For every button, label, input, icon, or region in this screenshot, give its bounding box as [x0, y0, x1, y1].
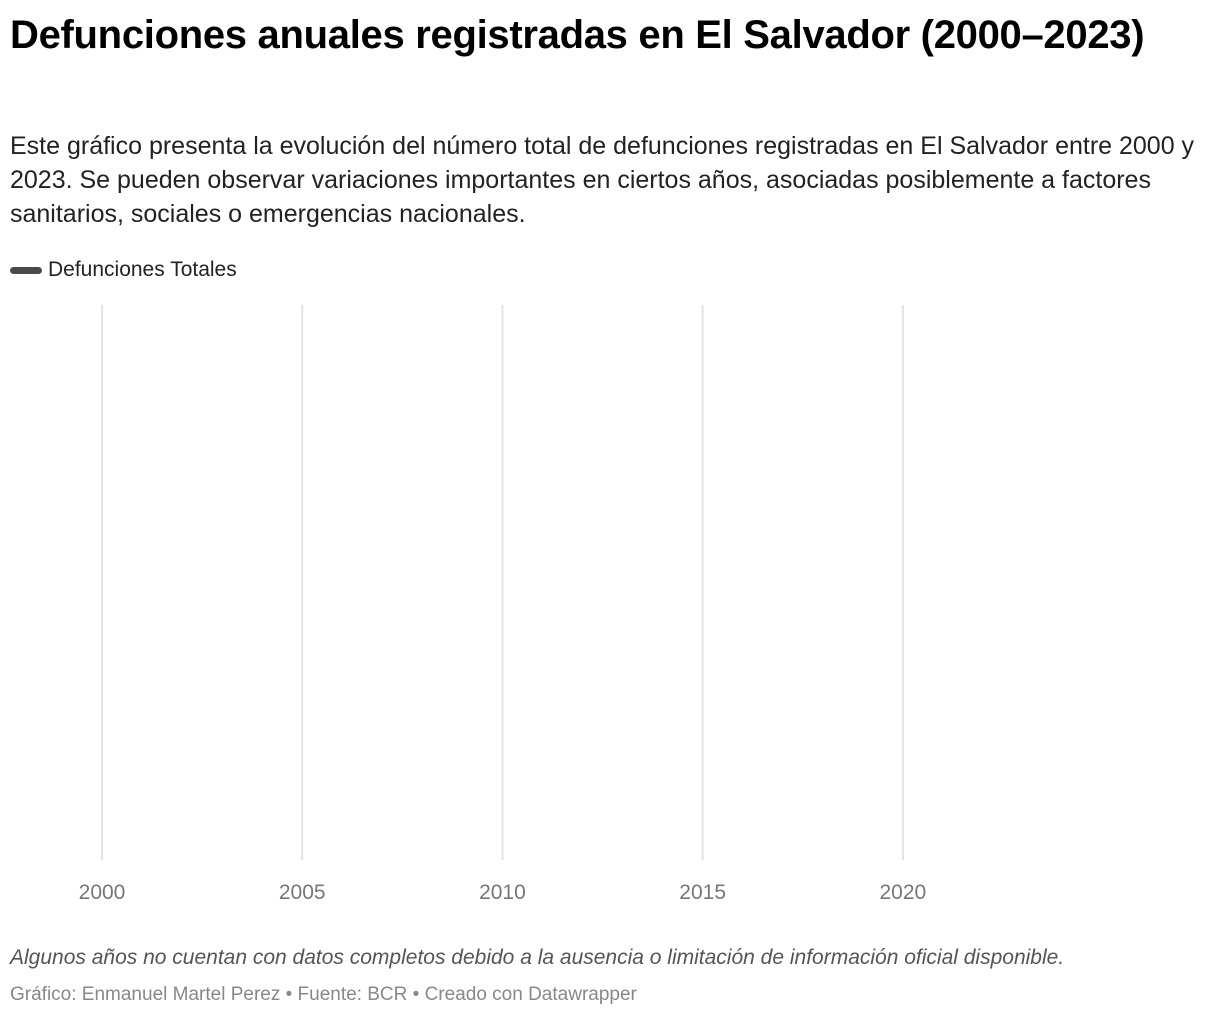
line-chart: 25 00030 00035 00040 00045 00050 00055 0… — [79, 305, 927, 904]
x-gridlines — [101, 305, 904, 860]
x-tick-label: 2010 — [479, 881, 526, 904]
x-axis-labels: 2000 2005 2010 2015 2020 — [79, 881, 927, 904]
x-tick-label: 2015 — [679, 881, 726, 904]
x-tick-label: 2000 — [79, 881, 126, 904]
legend: Defunciones Totales — [10, 256, 237, 284]
x-tick-label: 2005 — [279, 881, 326, 904]
footnote: Algunos años no cuentan con datos comple… — [10, 946, 1065, 969]
x-tick-label: 2020 — [880, 881, 927, 904]
chart-subtitle: Este gráfico presenta la evolución del n… — [10, 132, 1195, 228]
legend-swatch — [10, 266, 42, 274]
legend-label: Defunciones Totales — [48, 258, 237, 281]
credits: Gráfico: Enmanuel Martel Perez • Fuente:… — [10, 984, 637, 1005]
chart-title: Defunciones anuales registradas en El Sa… — [10, 13, 1145, 57]
